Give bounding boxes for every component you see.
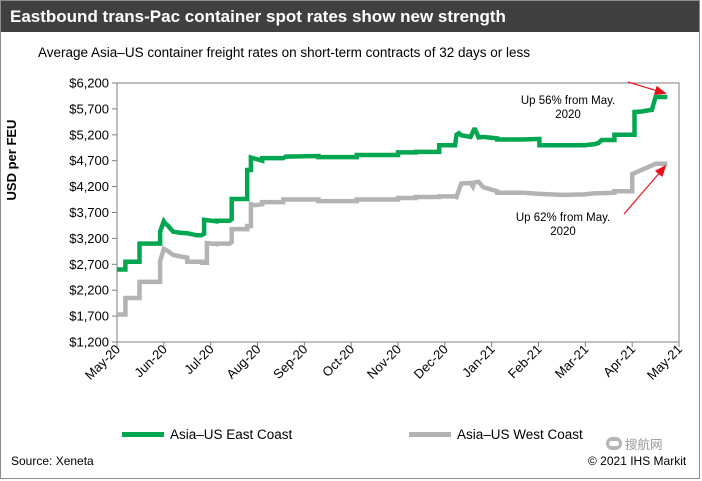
legend-label-east-coast: Asia–US East Coast — [170, 427, 293, 442]
annotation-arrow — [623, 164, 667, 215]
x-tick-label: Jun-20 — [131, 342, 170, 381]
legend-swatch-east-coast — [122, 432, 164, 437]
y-tick-label: $1,200 — [69, 335, 109, 350]
x-tick-label: Sep-20 — [270, 342, 310, 382]
y-tick-label: $5,700 — [69, 101, 109, 116]
y-tick-label: $5,200 — [69, 127, 109, 142]
x-tick-label: Apr-21 — [600, 342, 638, 380]
series-line-west-coast — [117, 161, 668, 317]
legend-item-west-coast: Asia–US West Coast — [409, 427, 583, 442]
y-tick-label: $6,200 — [69, 76, 109, 91]
copyright-note: © 2021 IHS Markit — [588, 454, 687, 468]
x-tick-label: Aug-20 — [223, 342, 263, 382]
annotation-text: 2020 — [550, 226, 576, 238]
series-line-east-coast — [117, 94, 668, 272]
chat-bubble-icon — [606, 437, 622, 450]
x-tick-label: Mar-21 — [552, 342, 592, 382]
x-tick-label: Jul-20 — [181, 342, 217, 378]
chart-subtitle: Average Asia–US container freight rates … — [38, 45, 530, 60]
y-tick-label: $4,700 — [69, 153, 109, 168]
x-tick-label: Dec-20 — [411, 342, 451, 382]
y-tick-label: $2,700 — [69, 257, 109, 272]
annotation-text: Up 62% from May. — [516, 212, 610, 224]
y-tick-label: $4,200 — [69, 179, 109, 194]
x-tick-label: Feb-21 — [505, 342, 545, 382]
source-note: Source: Xeneta — [11, 454, 94, 468]
legend-swatch-west-coast — [409, 432, 451, 437]
x-tick-label: Oct-20 — [319, 342, 357, 380]
x-tick-label: Jan-21 — [459, 342, 498, 381]
watermark: 搜航网 — [606, 434, 663, 453]
x-tick-label: Nov-20 — [364, 342, 404, 382]
chart-title: Eastbound trans-Pac container spot rates… — [1, 1, 699, 32]
y-tick-label: $2,200 — [69, 283, 109, 298]
y-tick-label: $3,700 — [69, 205, 109, 220]
y-tick-label: $1,700 — [69, 309, 109, 324]
legend-label-west-coast: Asia–US West Coast — [457, 427, 583, 442]
annotation-text: 2020 — [555, 109, 581, 121]
legend-item-east-coast: Asia–US East Coast — [122, 427, 292, 442]
annotation-text: Up 56% from May. — [521, 95, 615, 107]
y-tick-label: $3,200 — [69, 231, 109, 246]
watermark-text: 搜航网 — [625, 438, 663, 452]
annotation-arrow — [627, 81, 667, 95]
x-tick-label: May-21 — [644, 342, 685, 383]
